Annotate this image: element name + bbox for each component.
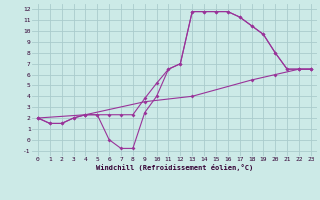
X-axis label: Windchill (Refroidissement éolien,°C): Windchill (Refroidissement éolien,°C) — [96, 164, 253, 171]
